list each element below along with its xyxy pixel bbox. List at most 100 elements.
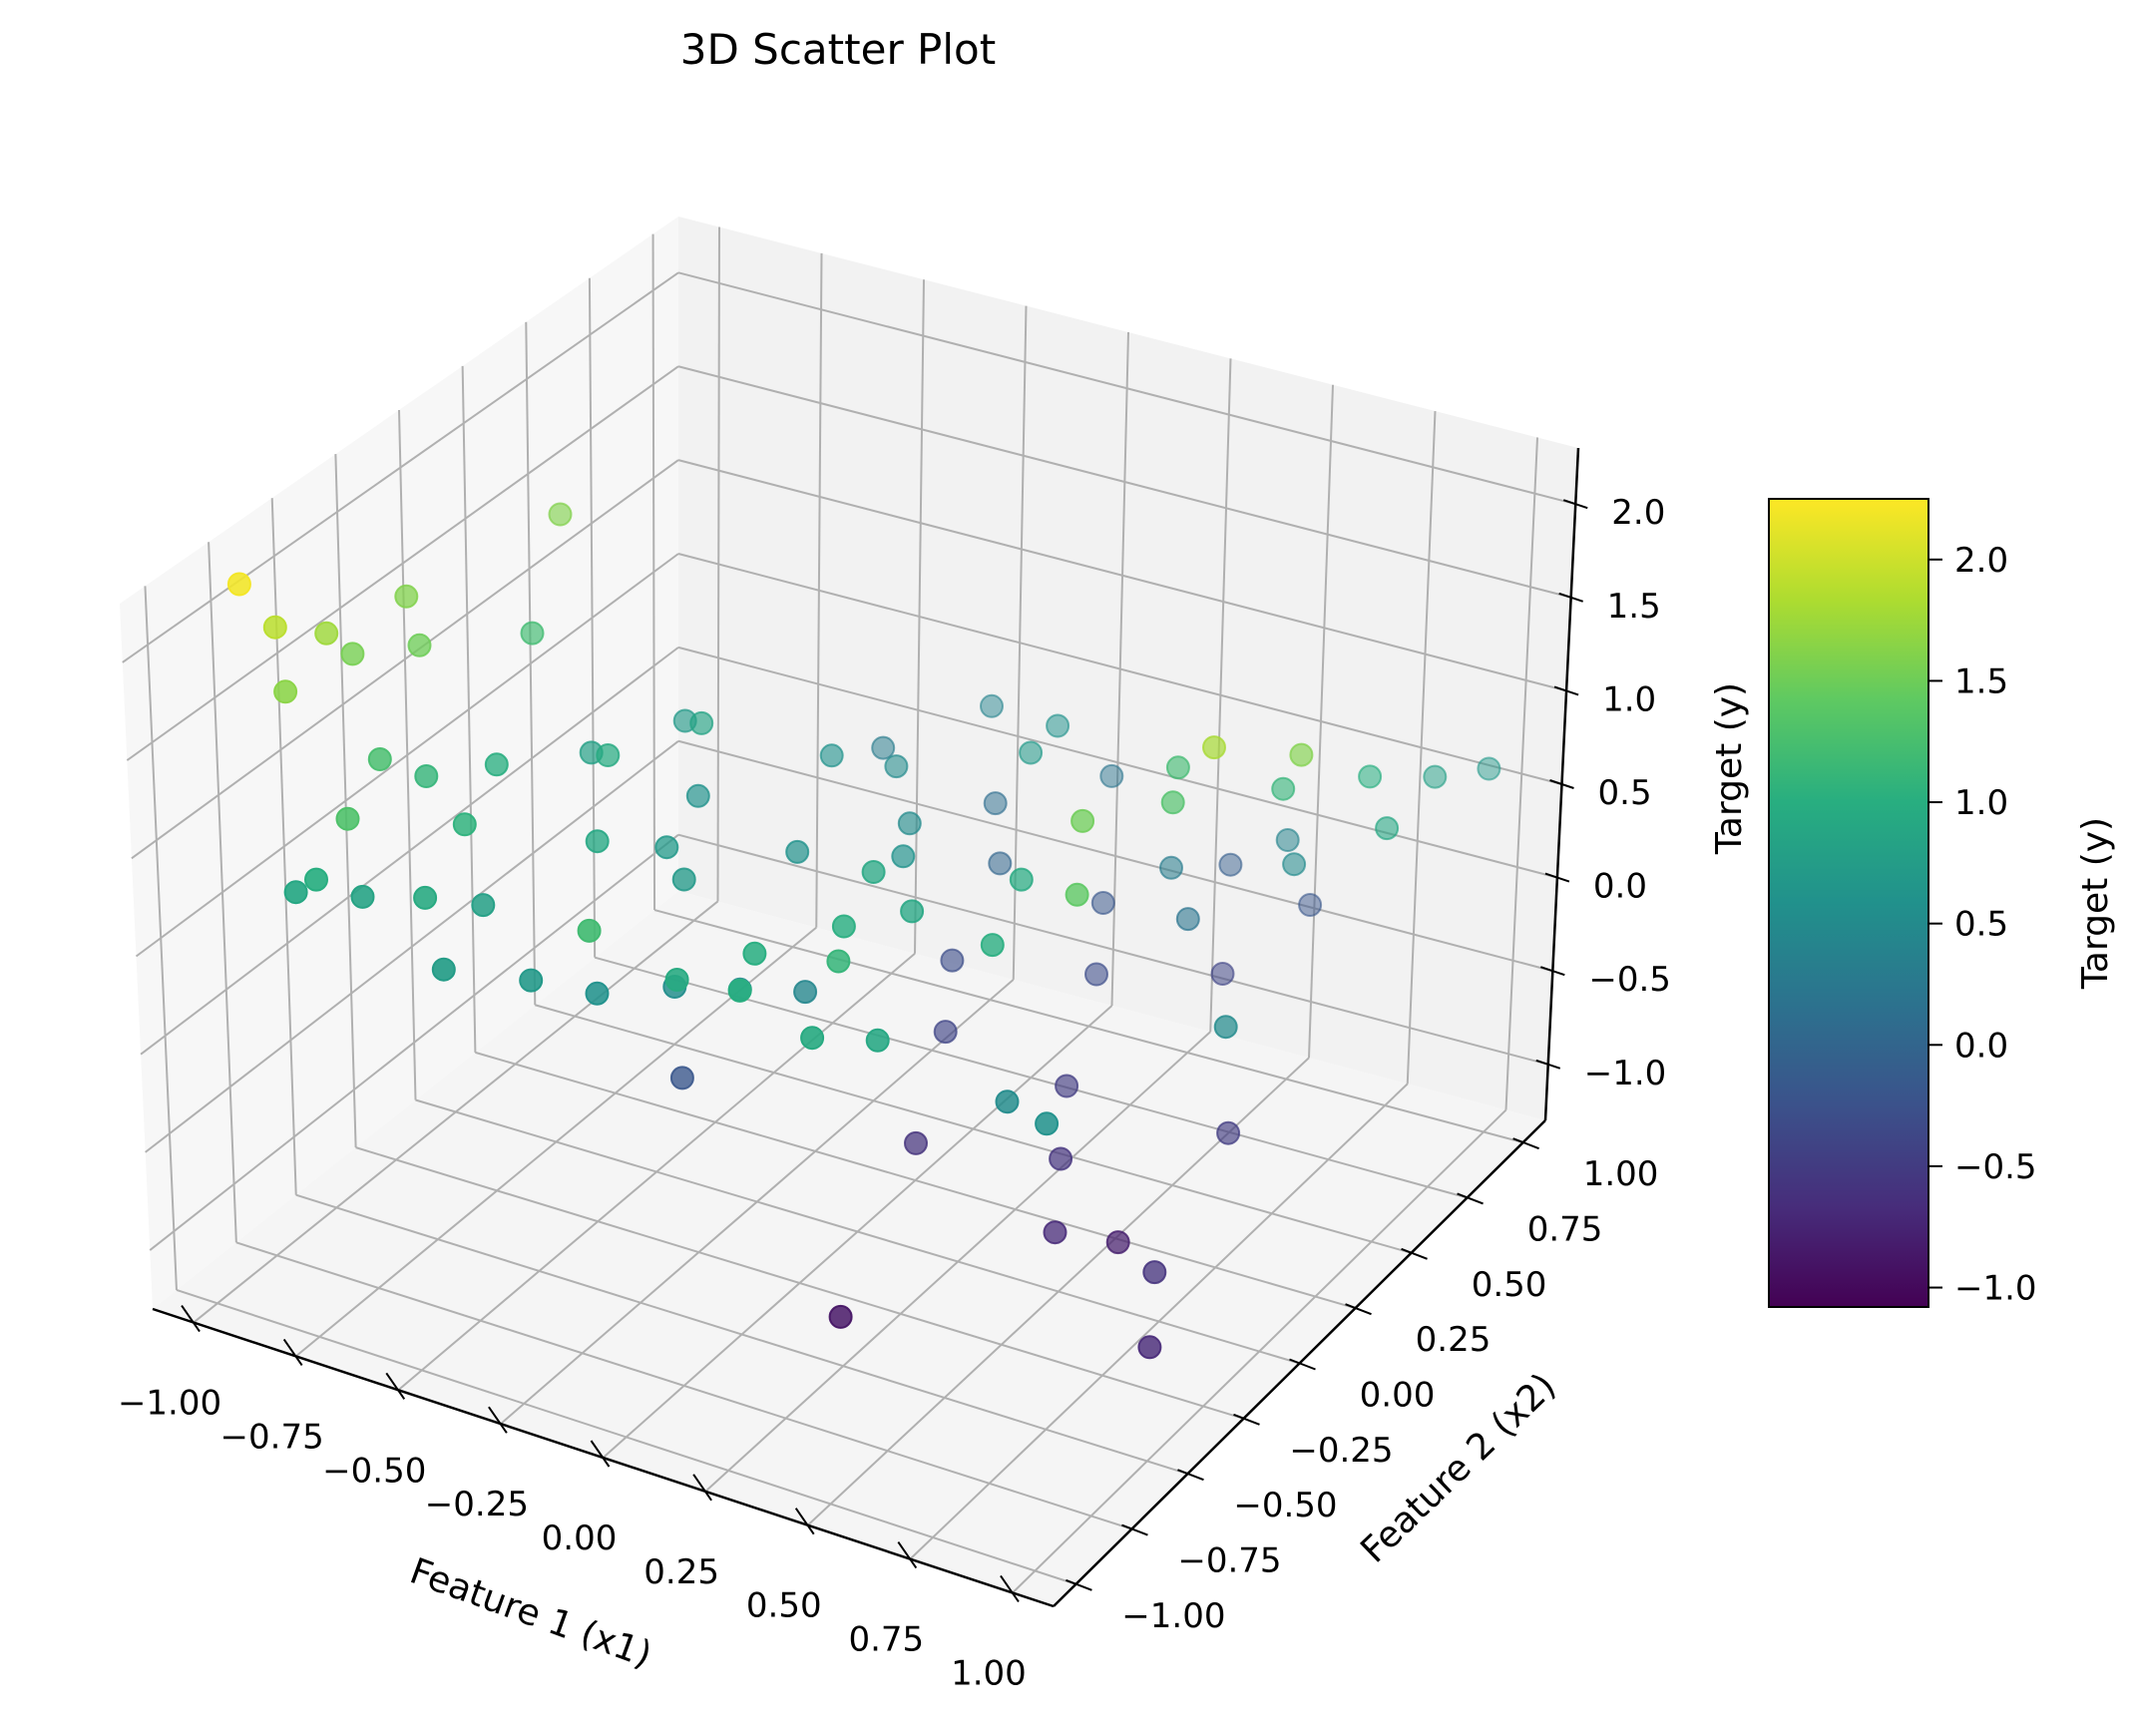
z-grid-line-back [677,459,1567,692]
data-point [283,880,308,905]
data-point [262,615,287,640]
data-point [1084,962,1108,987]
colorbar-tick-label: −0.5 [1954,1147,2037,1187]
data-point [1046,713,1070,738]
data-point [1035,1111,1060,1136]
y-tick-mark [1512,1137,1539,1150]
colorbar-tick-label: 1.0 [1954,783,2008,823]
chart-title: 3D Scatter Plot [680,25,996,74]
data-point [900,899,925,924]
y-tick-mark [1457,1192,1484,1205]
data-point [826,949,851,974]
data-point [1423,764,1448,789]
x-tick-mark [282,1338,303,1366]
z-grid-line-back [677,553,1562,785]
x-tick-label: 0.50 [746,1586,822,1626]
data-point [1216,1120,1241,1145]
data-point [585,829,610,854]
data-point [335,806,360,831]
data-point [1049,1146,1073,1171]
y-tick-mark [1233,1413,1260,1426]
data-point [273,679,298,704]
data-point [304,867,328,892]
y-grid-line-floor [535,1004,1412,1254]
x-tick-label: −0.50 [322,1451,426,1491]
y-tick-mark [1121,1523,1148,1536]
y-tick-label: −0.25 [1289,1431,1393,1471]
data-point [452,812,477,837]
data-point [793,980,818,1005]
data-point [865,1028,890,1053]
z-grid-line-left [149,833,679,1251]
data-point [685,783,710,808]
data-point [1218,852,1243,877]
data-point [800,1026,825,1051]
data-point [471,893,496,918]
z-tick-mark [1553,685,1579,696]
x-tick-mark [488,1406,508,1434]
data-point [983,791,1008,816]
data-point [414,764,439,788]
z-axis-label: Target (y) [1709,682,1750,855]
data-point [940,948,965,973]
colorbar-ticks: −1.0 −0.5 0.0 0.5 1.0 1.5 2.0 [1928,541,2037,1309]
y-tick-mark [1289,1358,1316,1371]
y-grid-line-floor [355,1146,1244,1420]
z-tick-label: 1.0 [1602,679,1656,719]
data-point [1137,1335,1162,1360]
data-point [520,621,545,646]
y-grid-line-floor [475,1051,1356,1310]
y-tick-mark [1401,1247,1428,1260]
x-tick-label: −1.00 [118,1384,221,1424]
z-grid-line-left [131,459,679,860]
x-tick-label: −0.25 [425,1485,529,1524]
data-point [861,860,886,884]
data-point [891,844,916,869]
x-tick-label: 0.00 [542,1519,618,1558]
data-point [897,811,922,836]
x-tick-label: 0.25 [643,1552,719,1592]
x-tick-mark [897,1541,918,1569]
data-point [1210,962,1235,986]
z-tick-label: 1.5 [1607,587,1661,627]
y-tick-mark [1177,1469,1204,1482]
data-point [669,1066,694,1090]
data-point [1090,891,1115,915]
z-tick-mark [1535,1059,1561,1070]
z-grid-line-left [126,365,679,761]
data-point [407,633,432,657]
data-point [1282,852,1307,877]
colorbar-label: Target (y) [2075,817,2116,990]
x-tick-label: 0.75 [848,1620,924,1660]
data-point [785,839,810,864]
x-tick-mark [794,1508,815,1535]
z-tick-label: −0.5 [1588,960,1671,1000]
z-grid-line-left [135,553,679,958]
data-point [1175,907,1200,932]
colorbar-tick-label: 0.5 [1954,905,2008,945]
data-point [1165,755,1190,780]
data-point [884,754,909,779]
z-tick-label: 0.5 [1598,773,1652,813]
y-tick-label: −0.75 [1177,1541,1281,1581]
z-grid-line-back [677,646,1558,879]
data-point [828,1304,853,1329]
y-tick-label: 0.75 [1527,1209,1603,1249]
x-tick-mark [692,1474,712,1502]
data-point [1055,1074,1079,1098]
z-tick-mark [1540,966,1565,977]
y-grid-line-floor [295,1193,1188,1476]
data-point [340,642,365,666]
data-point [1009,867,1034,892]
data-point [1375,816,1400,841]
z-grid-line-back [677,833,1549,1066]
z-tick-label: 0.0 [1593,867,1647,907]
y-grid-line-floor [415,1098,1300,1365]
grid-lines [122,226,1576,1594]
y-grid-line-floor [653,909,1523,1144]
data-point [1105,1230,1130,1255]
x-tick-mark [1000,1574,1020,1603]
data-point [1070,808,1095,833]
data-point [1065,882,1089,907]
